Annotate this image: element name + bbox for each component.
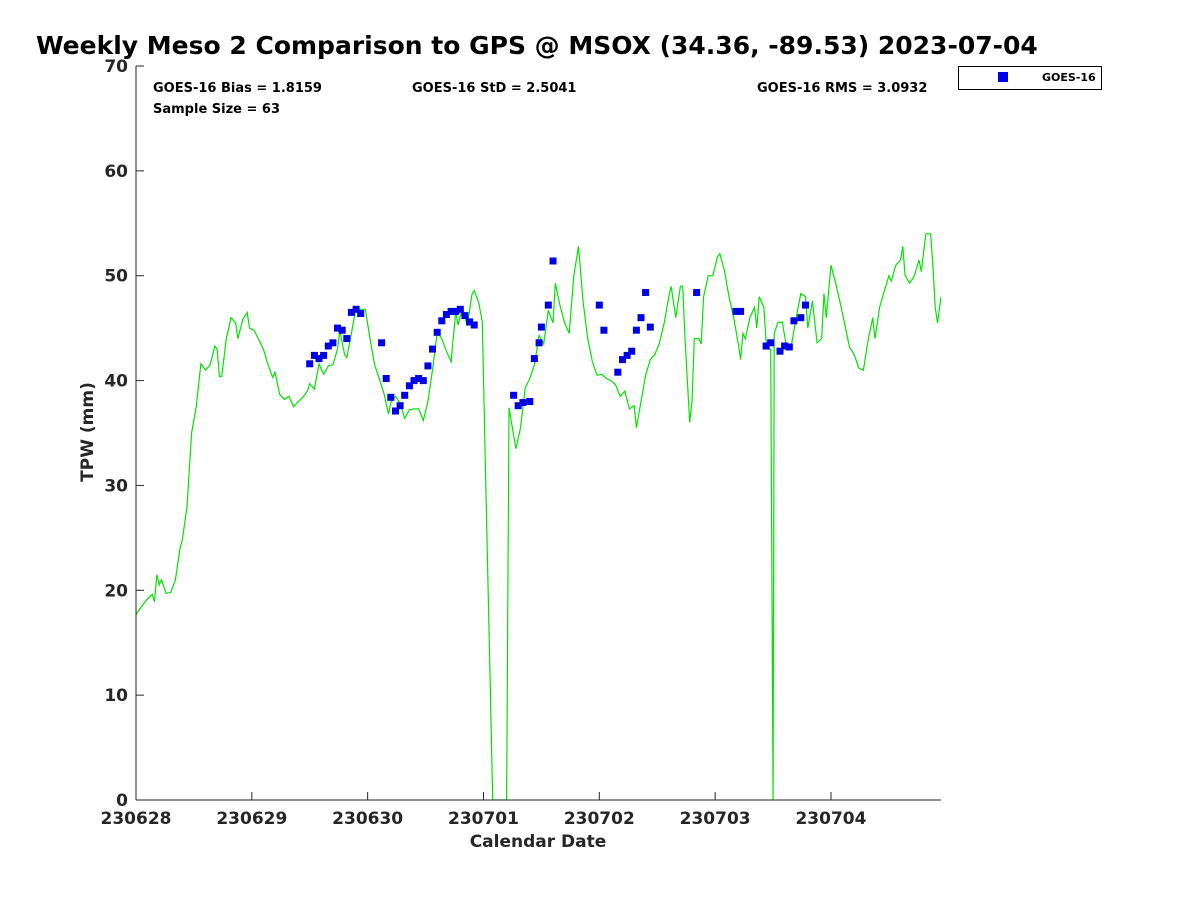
goes16-point bbox=[600, 326, 608, 334]
goes16-point bbox=[526, 398, 534, 405]
goes16-point bbox=[595, 301, 603, 309]
bias-stat-label: GOES-16 Bias = 1.8159 bbox=[153, 81, 322, 96]
goes16-point bbox=[549, 257, 557, 265]
goes16-point bbox=[433, 328, 441, 336]
goes16-point bbox=[324, 342, 332, 350]
rms-stat-label: GOES-16 RMS = 3.0932 bbox=[757, 81, 927, 96]
goes16-point bbox=[628, 347, 636, 355]
goes16-point bbox=[510, 391, 518, 399]
goes16-point bbox=[519, 399, 527, 407]
goes16-point bbox=[334, 324, 341, 332]
goes16-point bbox=[343, 335, 351, 343]
x-tick-label: 230702 bbox=[564, 809, 635, 829]
goes16-point bbox=[405, 382, 413, 390]
goes16-point bbox=[767, 339, 775, 347]
legend-box bbox=[958, 66, 1102, 90]
goes16-point bbox=[456, 305, 464, 313]
chart-title: Weekly Meso 2 Comparison to GPS @ MSOX (… bbox=[36, 31, 1038, 60]
goes16-point bbox=[632, 326, 640, 334]
goes16-point bbox=[442, 311, 450, 318]
goes16-point bbox=[537, 323, 545, 331]
goes16-point bbox=[693, 289, 701, 296]
gps-series-line bbox=[136, 233, 941, 800]
x-axis-label: Calendar Date bbox=[470, 832, 607, 852]
goes16-point bbox=[347, 308, 355, 316]
y-tick-label: 0 bbox=[116, 791, 128, 811]
goes16-point bbox=[797, 314, 805, 322]
goes16-point bbox=[785, 343, 793, 351]
goes16-point bbox=[732, 307, 740, 315]
goes16-point bbox=[310, 351, 318, 359]
goes16-point bbox=[396, 402, 404, 410]
sample-size-label: Sample Size = 63 bbox=[153, 102, 280, 117]
goes16-point bbox=[614, 368, 622, 376]
y-axis-ticks: 0 10 20 30 40 50 60 70 bbox=[104, 57, 144, 811]
legend: GOES-16 bbox=[958, 66, 1102, 90]
goes16-point bbox=[535, 339, 543, 347]
y-axis-label: TPW (mm) bbox=[78, 382, 98, 482]
goes16-point bbox=[392, 407, 399, 415]
goes16-point bbox=[401, 391, 409, 399]
x-tick-label: 230629 bbox=[216, 809, 287, 829]
x-tick-label: 230704 bbox=[795, 809, 866, 829]
goes16-point bbox=[619, 356, 626, 364]
goes16-point bbox=[410, 377, 418, 385]
goes16-point bbox=[419, 377, 427, 385]
goes16-point bbox=[415, 375, 423, 382]
y-tick-label: 60 bbox=[104, 162, 128, 182]
goes16-point bbox=[320, 351, 328, 359]
x-tick-label: 230628 bbox=[101, 809, 172, 829]
goes16-point bbox=[424, 362, 432, 370]
goes16-point bbox=[544, 301, 552, 309]
goes16-point bbox=[338, 326, 346, 334]
goes16-point bbox=[623, 351, 631, 359]
goes16-point bbox=[438, 317, 446, 325]
legend-label-goes16: GOES-16 bbox=[1042, 71, 1096, 84]
y-tick-label: 40 bbox=[104, 372, 128, 392]
y-tick-label: 50 bbox=[104, 267, 128, 287]
goes16-point bbox=[387, 393, 395, 401]
goes16-point bbox=[637, 314, 645, 322]
goes16-point bbox=[378, 339, 386, 347]
goes16-points bbox=[306, 257, 809, 415]
goes16-point bbox=[776, 347, 784, 355]
goes16-point bbox=[514, 402, 522, 410]
goes16-point bbox=[802, 301, 809, 309]
goes16-point bbox=[530, 355, 538, 363]
plot-area bbox=[135, 66, 941, 801]
goes16-point bbox=[470, 321, 478, 329]
x-tick-label: 230703 bbox=[680, 809, 751, 829]
y-tick-label: 70 bbox=[104, 57, 128, 77]
goes16-point bbox=[790, 317, 798, 325]
goes16-point bbox=[737, 307, 745, 315]
goes16-point bbox=[646, 323, 654, 331]
goes16-point bbox=[447, 307, 455, 315]
x-tick-label: 230630 bbox=[332, 809, 403, 829]
x-tick-label: 230701 bbox=[448, 809, 519, 829]
goes16-point bbox=[306, 360, 314, 368]
goes16-point bbox=[382, 375, 390, 382]
legend-marker-goes16 bbox=[998, 72, 1008, 82]
goes16-point bbox=[452, 307, 460, 315]
goes16-point bbox=[642, 289, 650, 296]
goes16-point bbox=[466, 318, 474, 326]
y-tick-label: 10 bbox=[104, 686, 128, 706]
goes16-point bbox=[329, 339, 337, 347]
goes16-point bbox=[429, 345, 436, 353]
goes16-point bbox=[781, 342, 789, 350]
goes16-point bbox=[315, 355, 323, 363]
goes16-point bbox=[762, 342, 770, 350]
y-tick-label: 30 bbox=[104, 476, 128, 496]
std-stat-label: GOES-16 StD = 2.5041 bbox=[412, 81, 576, 96]
goes16-point bbox=[352, 305, 360, 313]
x-axis-ticks: 230628 230629 230630 230701 230702 230703 2307… bbox=[101, 792, 867, 829]
goes16-point bbox=[357, 310, 365, 317]
y-tick-label: 20 bbox=[104, 581, 128, 601]
goes16-point bbox=[461, 312, 469, 320]
